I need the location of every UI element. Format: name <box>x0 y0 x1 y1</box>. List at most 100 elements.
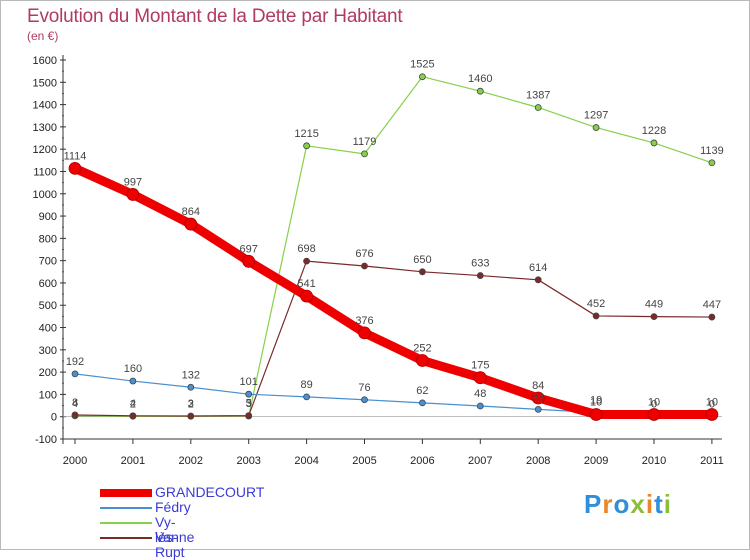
data-label: 252 <box>413 343 431 355</box>
y-tick-label: 200 <box>39 367 57 379</box>
data-label: 1525 <box>410 59 434 71</box>
data-point-0 <box>647 408 661 421</box>
data-point-1 <box>476 402 484 410</box>
data-label: 2 <box>188 398 194 410</box>
chart-unit: (en €) <box>27 29 59 43</box>
data-label: 3 <box>246 398 252 410</box>
proxiti-logo: Proxiti <box>584 489 672 520</box>
data-label: 1179 <box>353 136 377 148</box>
data-point-2 <box>418 73 426 81</box>
data-label: 10 <box>648 396 660 408</box>
logo-letter: P <box>584 489 603 519</box>
y-tick-label: 1300 <box>33 122 57 134</box>
data-point-2 <box>476 87 484 95</box>
legend-label: Fédry <box>155 499 191 515</box>
data-label: 1460 <box>468 73 492 85</box>
data-label: 449 <box>645 299 663 311</box>
data-label: 1297 <box>584 110 608 122</box>
x-tick-label: 2001 <box>121 455 145 467</box>
data-label: 8 <box>72 397 78 409</box>
data-label: 89 <box>300 379 312 391</box>
x-tick-label: 2011 <box>700 455 724 467</box>
data-point-3 <box>71 411 79 419</box>
data-point-1 <box>361 396 368 404</box>
data-point-3 <box>708 313 716 321</box>
data-label: 676 <box>355 248 373 260</box>
data-point-1 <box>303 393 311 401</box>
data-point-1 <box>418 399 426 407</box>
x-tick-label: 2004 <box>294 455 318 467</box>
data-label: 4 <box>130 398 136 410</box>
legend-swatch <box>100 507 152 509</box>
data-point-2 <box>534 104 542 111</box>
x-tick-label: 2003 <box>236 455 260 467</box>
data-point-0 <box>473 371 487 385</box>
x-tick-label: 2009 <box>584 455 608 467</box>
data-label: 0 <box>709 399 715 411</box>
data-point-2 <box>592 124 600 131</box>
data-point-3 <box>650 313 658 321</box>
data-label: 633 <box>471 258 489 270</box>
data-point-1 <box>187 383 195 391</box>
data-point-3 <box>476 272 484 279</box>
data-point-0 <box>242 254 256 268</box>
data-label: 1215 <box>294 128 318 140</box>
data-point-0 <box>531 391 545 405</box>
data-point-2 <box>361 150 368 158</box>
legend-swatch <box>100 537 152 539</box>
data-label: 76 <box>358 382 370 394</box>
logo-letter: x <box>630 489 646 519</box>
data-label: 1387 <box>526 89 550 101</box>
y-tick-label: 300 <box>39 345 57 357</box>
x-tick-label: 2000 <box>63 455 87 467</box>
data-label: 2 <box>130 398 136 410</box>
y-tick-label: 1400 <box>33 100 57 112</box>
legend-swatch <box>100 522 152 524</box>
data-label: 1139 <box>700 145 724 157</box>
data-point-3 <box>245 412 253 419</box>
data-label: 48 <box>474 388 486 400</box>
data-label: 614 <box>529 262 547 274</box>
series-line-2 <box>74 76 713 417</box>
data-label: 10 <box>706 396 718 408</box>
y-tick-label: 400 <box>39 323 57 335</box>
data-label: 1228 <box>642 125 666 137</box>
x-tick-label: 2002 <box>179 455 203 467</box>
data-point-1 <box>71 370 79 378</box>
data-point-0 <box>705 408 719 421</box>
data-label: 19 <box>590 394 602 406</box>
line-chart: -100010020030040050060070080090010001100… <box>33 55 724 467</box>
y-tick-label: -100 <box>35 434 57 446</box>
y-tick-label: 1600 <box>33 55 57 67</box>
data-point-1 <box>129 377 137 385</box>
data-point-1 <box>245 390 253 398</box>
x-tick-label: 2010 <box>642 455 666 467</box>
data-label: 864 <box>182 206 200 218</box>
data-label: 160 <box>124 363 142 375</box>
data-label: 997 <box>124 176 142 188</box>
data-label: 175 <box>471 360 489 372</box>
y-tick-label: 0 <box>51 412 57 424</box>
legend-label: Vanne <box>155 529 195 545</box>
series-line-0 <box>70 163 717 419</box>
y-tick-label: 600 <box>39 278 57 290</box>
data-point-0 <box>68 161 82 175</box>
y-tick-label: 1100 <box>33 166 57 178</box>
data-label: 3 <box>188 398 194 410</box>
data-label: 0 <box>651 399 657 411</box>
data-point-1 <box>534 405 542 413</box>
chart-title: Evolution du Montant de la Dette par Hab… <box>27 6 403 27</box>
y-tick-label: 800 <box>39 233 57 245</box>
y-tick-label: 500 <box>39 300 57 312</box>
data-label: 376 <box>355 315 373 327</box>
data-point-0 <box>415 354 429 367</box>
data-point-0 <box>358 326 371 340</box>
data-label: 101 <box>240 376 258 388</box>
logo-letter: r <box>602 489 614 519</box>
data-label: 452 <box>587 298 605 310</box>
logo-letter: o <box>613 489 631 519</box>
data-label: 4 <box>72 398 78 410</box>
data-label: 10 <box>590 396 602 408</box>
data-point-3 <box>303 257 311 265</box>
data-point-3 <box>361 262 368 270</box>
